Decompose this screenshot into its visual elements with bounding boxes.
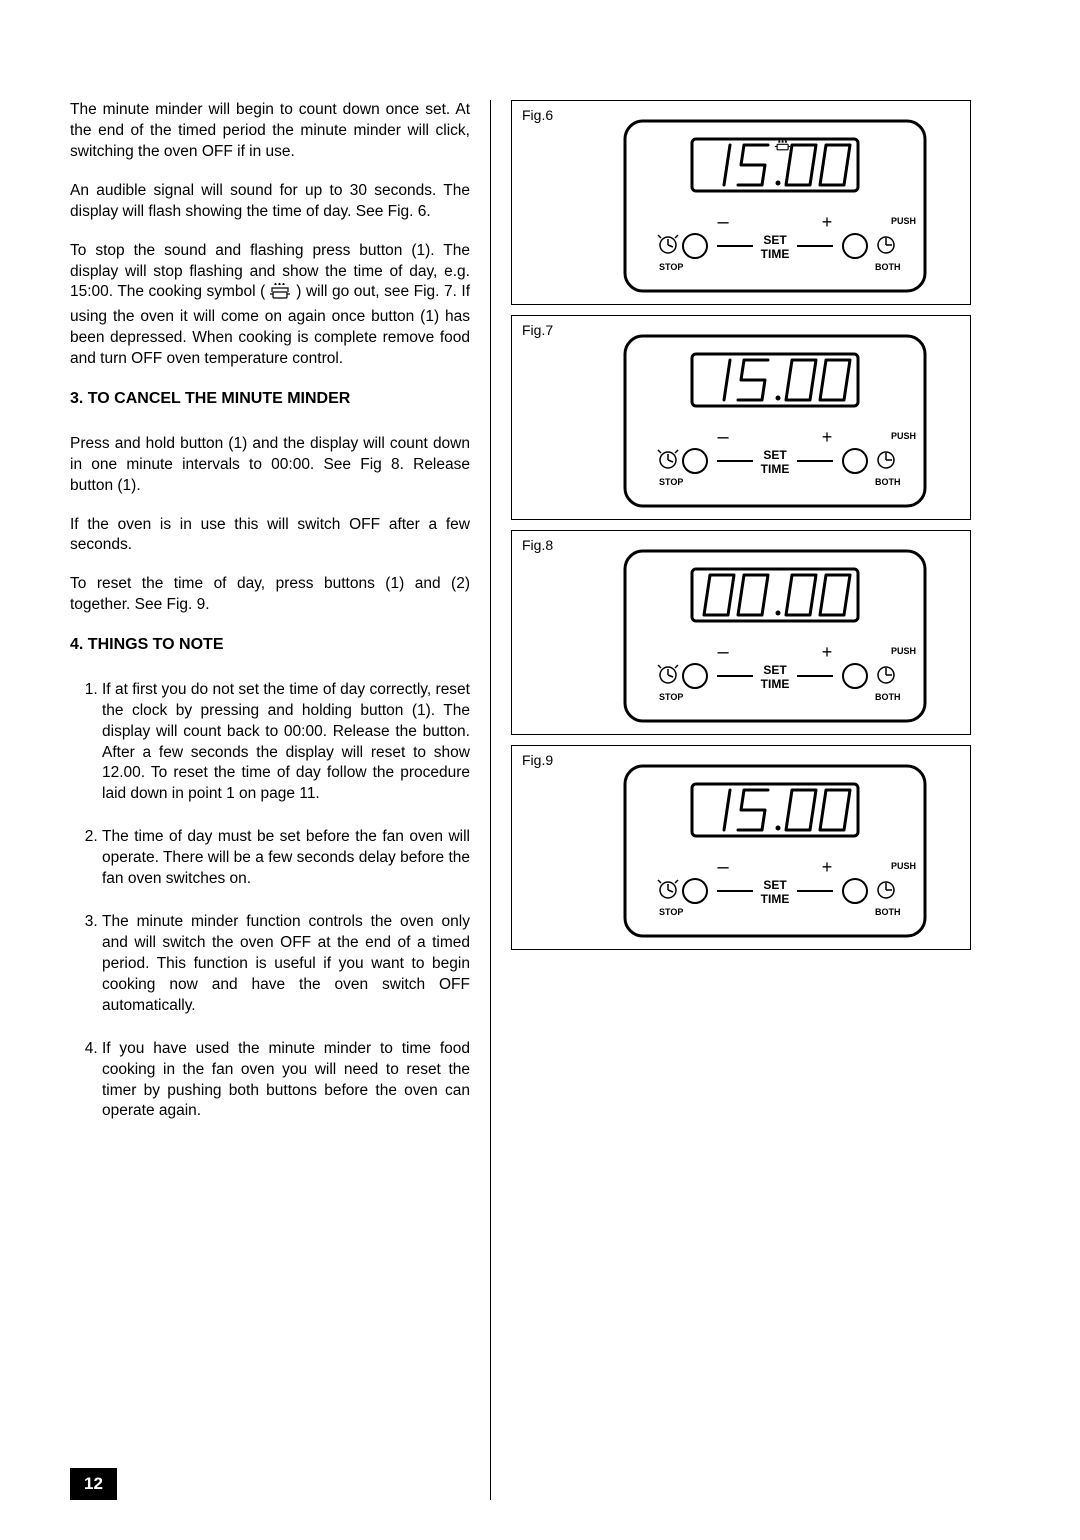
heading-cancel-minute-minder: 3. TO CANCEL THE MINUTE MINDER	[70, 388, 470, 410]
push-label: PUSH	[891, 431, 916, 441]
set-label: SET	[763, 878, 787, 892]
figure-box: Fig.8 – + PUSH SET TIME	[511, 530, 971, 735]
button-2	[843, 234, 867, 258]
figure-box: Fig.6 – + PUSH SET TIME	[511, 100, 971, 305]
push-label: PUSH	[891, 216, 916, 226]
paragraph-intro-1: The minute minder will begin to count do…	[70, 100, 470, 163]
cooking-pot-icon	[270, 282, 292, 307]
push-label: PUSH	[891, 646, 916, 656]
note-item: If you have used the minute minder to ti…	[102, 1039, 470, 1123]
button-2	[843, 879, 867, 903]
minus-label: –	[717, 856, 729, 878]
stop-label: STOP	[659, 907, 683, 917]
note-item: The time of day must be set before the f…	[102, 827, 470, 890]
timer-panel-icon: – + PUSH SET TIME STOP	[605, 546, 945, 726]
plus-label: +	[822, 427, 833, 447]
stop-label: STOP	[659, 262, 683, 272]
set-label: SET	[763, 448, 787, 462]
figure-label: Fig.7	[522, 322, 553, 338]
figure-label: Fig.9	[522, 752, 553, 768]
figure-label: Fig.6	[522, 107, 553, 123]
time-label: TIME	[761, 462, 790, 476]
timer-panel-icon: – + PUSH SET TIME STOP	[605, 116, 945, 296]
timer-panel-icon: – + PUSH SET TIME STOP	[605, 331, 945, 511]
right-column: Fig.6 – + PUSH SET TIME	[511, 100, 971, 1500]
figure-box: Fig.7 – + PUSH SET TIME	[511, 315, 971, 520]
button-1	[683, 449, 707, 473]
paragraph-cancel-1: Press and hold button (1) and the displa…	[70, 434, 470, 497]
column-divider	[490, 100, 491, 1500]
time-label: TIME	[761, 247, 790, 261]
both-label: BOTH	[875, 477, 901, 487]
paragraph-intro-3: To stop the sound and flashing press but…	[70, 241, 470, 371]
both-label: BOTH	[875, 907, 901, 917]
figure-label: Fig.8	[522, 537, 553, 553]
paragraph-cancel-3: To reset the time of day, press buttons …	[70, 574, 470, 616]
minus-label: –	[717, 426, 729, 448]
plus-label: +	[822, 642, 833, 662]
both-label: BOTH	[875, 692, 901, 702]
figure-box: Fig.9 – + PUSH SET TIME	[511, 745, 971, 950]
set-label: SET	[763, 233, 787, 247]
heading-things-to-note: 4. THINGS TO NOTE	[70, 634, 470, 656]
note-item: If at first you do not set the time of d…	[102, 680, 470, 806]
button-2	[843, 664, 867, 688]
plus-label: +	[822, 857, 833, 877]
time-label: TIME	[761, 677, 790, 691]
note-item: The minute minder function controls the …	[102, 912, 470, 1017]
minus-label: –	[717, 211, 729, 233]
left-column: The minute minder will begin to count do…	[70, 100, 470, 1500]
minus-label: –	[717, 641, 729, 663]
time-label: TIME	[761, 892, 790, 906]
paragraph-cancel-2: If the oven is in use this will switch O…	[70, 515, 470, 557]
paragraph-intro-2: An audible signal will sound for up to 3…	[70, 181, 470, 223]
notes-list: If at first you do not set the time of d…	[70, 680, 470, 1123]
button-1	[683, 234, 707, 258]
page-number: 12	[70, 1468, 117, 1500]
timer-panel-icon: – + PUSH SET TIME STOP	[605, 761, 945, 941]
set-label: SET	[763, 663, 787, 677]
button-2	[843, 449, 867, 473]
push-label: PUSH	[891, 861, 916, 871]
plus-label: +	[822, 212, 833, 232]
button-1	[683, 879, 707, 903]
button-1	[683, 664, 707, 688]
stop-label: STOP	[659, 692, 683, 702]
stop-label: STOP	[659, 477, 683, 487]
both-label: BOTH	[875, 262, 901, 272]
